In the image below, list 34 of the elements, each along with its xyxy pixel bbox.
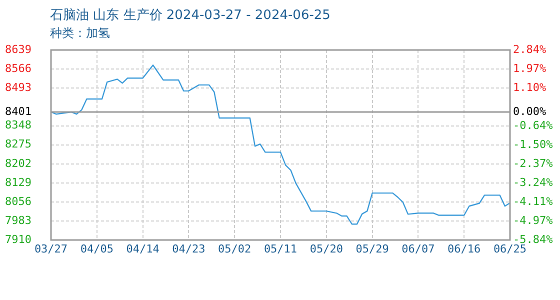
y-tick-label: 8401 bbox=[5, 104, 32, 118]
y2-tick-label: 1.10% bbox=[513, 80, 546, 94]
y-tick-label: 8493 bbox=[5, 80, 32, 94]
y2-tick-label: -3.24% bbox=[513, 176, 554, 189]
y2-tick-label: -0.64% bbox=[513, 119, 554, 132]
x-tick-label: 04/14 bbox=[126, 242, 160, 256]
y-tick-label: 7910 bbox=[5, 232, 32, 246]
x-tick-label: 06/07 bbox=[402, 242, 435, 256]
x-tick-label: 05/11 bbox=[264, 242, 298, 256]
y2-tick-label: 0.00% bbox=[513, 105, 546, 118]
y-tick-label: 8129 bbox=[5, 176, 32, 189]
y2-tick-label: 2.84% bbox=[513, 42, 546, 56]
y-tick-label: 8566 bbox=[5, 62, 32, 75]
x-tick-label: 05/20 bbox=[310, 242, 343, 256]
chart-subtitle: 种类：加氢 bbox=[50, 25, 110, 42]
y-tick-label: 8056 bbox=[5, 194, 32, 208]
y2-tick-label: 1.97% bbox=[513, 62, 546, 75]
y2-tick-label: -4.11% bbox=[513, 194, 554, 208]
x-tick-label: 06/25 bbox=[493, 242, 527, 256]
y-tick-label: 8275 bbox=[5, 138, 32, 151]
x-tick-label: 06/16 bbox=[448, 242, 481, 256]
x-tick-label: 05/02 bbox=[218, 242, 252, 256]
x-tick-label: 03/27 bbox=[34, 242, 68, 256]
chart-title: 石脑油 山东 生产价 2024-03-27 - 2024-06-25 bbox=[50, 7, 330, 24]
y-tick-label: 8202 bbox=[5, 156, 32, 170]
y2-tick-label: -2.37% bbox=[513, 156, 554, 170]
x-tick-label: 05/29 bbox=[356, 242, 389, 256]
y-tick-label: 7983 bbox=[5, 214, 32, 227]
y-tick-label: 8639 bbox=[5, 42, 32, 56]
y2-tick-label: -4.97% bbox=[513, 214, 554, 227]
x-tick-label: 04/05 bbox=[80, 242, 114, 256]
y2-tick-label: -1.50% bbox=[513, 138, 554, 151]
y-tick-label: 8348 bbox=[5, 118, 32, 132]
x-tick-label: 04/23 bbox=[172, 242, 206, 256]
